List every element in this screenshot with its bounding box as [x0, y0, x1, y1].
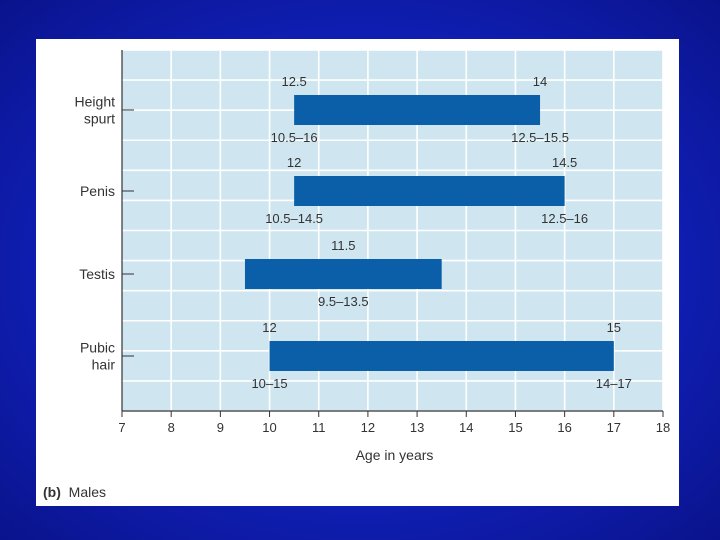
category-row: Penis 12 14.5 10.5–14.5 12.5–16 [80, 155, 588, 226]
caption-letter: (b) [43, 484, 61, 500]
category-label: Height [75, 94, 116, 110]
x-tick-label: 16 [557, 420, 571, 435]
range-bar [294, 95, 541, 125]
x-tick-label: 18 [656, 420, 670, 435]
category-label: Pubic [80, 340, 115, 356]
x-tick-label: 12 [361, 420, 375, 435]
x-tick-label: 17 [607, 420, 621, 435]
category-label: Penis [80, 183, 115, 199]
bar-start-median-label: 12.5 [281, 74, 306, 89]
bar-start-median-label: 12 [287, 155, 301, 170]
category-label: Testis [79, 266, 115, 282]
x-tick-label: 14 [459, 420, 473, 435]
x-axis-title: Age in years [356, 447, 434, 463]
category-label: hair [92, 357, 116, 373]
bar-end-median-label: 14 [533, 74, 547, 89]
figure-caption: (b) Males [43, 484, 106, 500]
bar-start-range-label: 10–15 [251, 376, 287, 391]
x-tick-label: 8 [168, 420, 175, 435]
x-tick-label: 11 [312, 420, 326, 435]
x-tick-label: 13 [410, 420, 424, 435]
slide-card: 7 8 9 10 11 12 13 14 15 16 17 18 Height spurt 12.5 14 1… [36, 39, 679, 506]
bar-end-median-label: 15 [607, 320, 621, 335]
bar-end-range-label: 12.5–16 [541, 211, 588, 226]
x-tick-label: 7 [118, 420, 125, 435]
x-tick-label: 10 [262, 420, 276, 435]
bar-end-median-label: 14.5 [552, 155, 577, 170]
bar-end-range-label: 14–17 [596, 376, 632, 391]
x-tick-label: 15 [508, 420, 522, 435]
bar-range-label: 9.5–13.5 [318, 294, 369, 309]
range-bar [244, 259, 442, 289]
bar-median-label: 11.5 [331, 238, 355, 253]
bar-start-range-label: 10.5–16 [271, 130, 318, 145]
x-tick-label: 9 [217, 420, 224, 435]
bar-start-median-label: 12 [262, 320, 276, 335]
caption-text: Males [68, 484, 107, 500]
category-row: Testis 11.5 9.5–13.5 [79, 238, 442, 309]
bar-end-range-label: 12.5–15.5 [511, 130, 569, 145]
range-bar [269, 341, 614, 371]
category-label: spurt [84, 111, 115, 127]
range-bar [294, 176, 565, 206]
bar-start-range-label: 10.5–14.5 [265, 211, 323, 226]
